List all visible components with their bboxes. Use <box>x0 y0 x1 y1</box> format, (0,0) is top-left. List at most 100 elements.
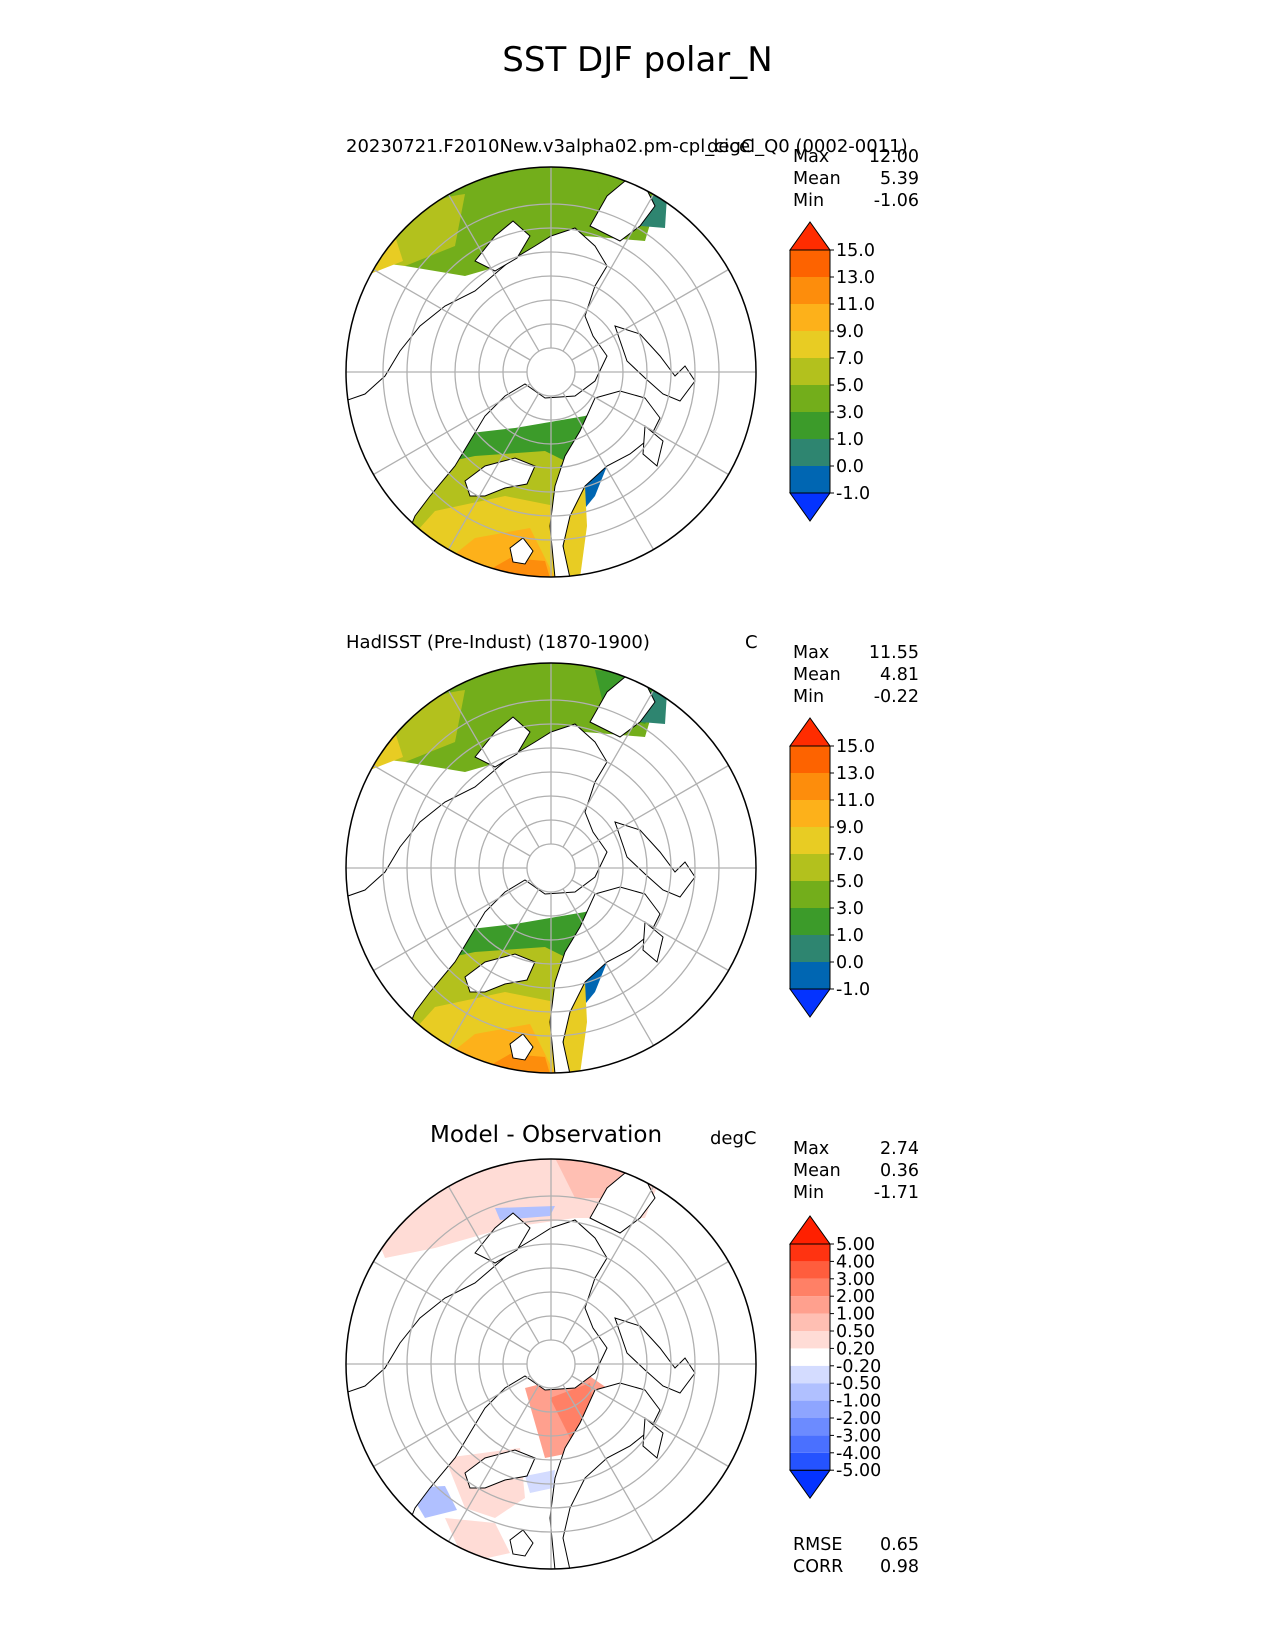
max-label: Max <box>793 643 830 663</box>
min-label: Min <box>793 191 825 211</box>
colorbar-tick-label: -1.00 <box>836 1392 881 1412</box>
colorbar-tick-label: 11.0 <box>836 791 875 811</box>
meridian-line <box>562 690 655 848</box>
colorbar-tick-label: -0.50 <box>836 1374 881 1394</box>
land-outline-3 <box>642 1416 664 1459</box>
min-value: -0.22 <box>873 687 919 707</box>
colorbar-segment-1 <box>790 439 830 466</box>
meridian-line <box>447 690 540 848</box>
colorbar-segment-7 <box>790 1331 830 1349</box>
panel-2-stats: Max 11.55 Mean 4.81 Min -0.22 <box>793 642 919 708</box>
panel-3-title: Model - Observation <box>430 1122 663 1148</box>
land-outline-1 <box>549 390 661 577</box>
colorbar-tick-label: 11.0 <box>836 295 875 315</box>
mean-label: Mean <box>793 665 841 685</box>
meridian-line <box>447 1186 540 1344</box>
panel-2-polar-map <box>345 662 757 1074</box>
min-value: -1.06 <box>873 191 919 211</box>
colorbar-segment-3 <box>790 881 830 908</box>
meridian-line <box>447 1384 540 1542</box>
colorbar-segment-2 <box>790 908 830 935</box>
panel-3-stats: Max 2.74 Mean 0.36 Min -1.71 <box>793 1138 919 1204</box>
meridian-line <box>373 268 531 361</box>
land-outline-7 <box>509 1529 534 1557</box>
meridian-line <box>562 194 655 352</box>
mean-label: Mean <box>793 169 841 189</box>
land-outline-0 <box>346 227 608 577</box>
panel-2-mean-row: Mean 4.81 <box>793 664 919 686</box>
land-outline-4 <box>464 953 536 993</box>
colorbar-segment-6 <box>790 800 830 827</box>
panel-1-stats: Max 12.00 Mean 5.39 Min -1.06 <box>793 146 919 212</box>
colorbar-frame <box>789 745 831 990</box>
colorbar-segment-7 <box>790 773 830 800</box>
colorbar-segment-2 <box>790 1418 830 1436</box>
max-value: 2.74 <box>880 1139 919 1159</box>
colorbar-tick-label: 9.0 <box>836 818 864 838</box>
min-value: -1.71 <box>873 1183 919 1203</box>
colorbar-tick-label: 4.00 <box>836 1252 875 1272</box>
meridian-line <box>571 383 729 476</box>
panel-1-polar-map <box>345 166 757 578</box>
panel-1-max-row: Max 12.00 <box>793 146 919 168</box>
colorbar-tick-label: 3.00 <box>836 1270 875 1290</box>
panel-1-mean-row: Mean 5.39 <box>793 168 919 190</box>
colorbar-tick-label: -3.00 <box>836 1426 881 1446</box>
min-label: Min <box>793 687 825 707</box>
land-outline-6 <box>474 1212 531 1264</box>
colorbar-tick-label: 15.0 <box>836 241 875 261</box>
land-outline-6 <box>474 220 531 272</box>
colorbar-extend-max <box>789 1215 831 1245</box>
map-boundary <box>345 1158 757 1570</box>
land-outline-4 <box>464 1449 536 1489</box>
corr-row: CORR 0.98 <box>793 1556 919 1578</box>
panel-3-mean-row: Mean 0.36 <box>793 1160 919 1182</box>
min-label: Min <box>793 1183 825 1203</box>
figure-title: SST DJF polar_N <box>502 40 773 80</box>
max-label: Max <box>793 147 830 167</box>
map-boundary <box>345 662 757 1074</box>
colorbar-segment-5 <box>790 1365 830 1384</box>
colorbar-segment-6 <box>790 304 830 331</box>
meridian-line <box>447 888 540 1046</box>
panel-2-min-row: Min -0.22 <box>793 686 919 708</box>
map-boundary <box>345 166 757 578</box>
colorbar-tick-label: 5.0 <box>836 872 864 892</box>
colorbar-segment-8 <box>790 250 830 277</box>
meridian-line <box>373 383 531 476</box>
meridian-line <box>571 1260 729 1353</box>
meridian-line <box>571 764 729 857</box>
colorbar-tick-label: 9.0 <box>836 322 864 342</box>
mean-value: 5.39 <box>880 169 919 189</box>
meridian-line <box>373 1260 531 1353</box>
colorbar-segment-0 <box>790 962 830 989</box>
colorbar-extend-min <box>789 988 831 1018</box>
land-outline-1 <box>549 886 661 1073</box>
meridian-line <box>447 392 540 550</box>
colorbar-segment-9 <box>790 1296 830 1314</box>
land-outline-5 <box>589 180 656 242</box>
panel-3-units: degC <box>710 1128 757 1149</box>
panel-3-polar-map <box>345 1158 757 1570</box>
panel-3-min-row: Min -1.71 <box>793 1182 919 1204</box>
land-outline-7 <box>509 537 534 565</box>
panel-2-colorbar: -1.0 0.0 1.0 3.0 5.0 7.0 9.0 11.0 13.0 15.0 <box>789 717 875 1018</box>
meridian-line <box>562 392 655 550</box>
colorbar-tick-label: 13.0 <box>836 268 875 288</box>
meridian-line <box>373 764 531 857</box>
colorbar-tick-label: 3.0 <box>836 899 864 919</box>
graticule <box>346 1159 756 1569</box>
colorbar-tick-label: 5.00 <box>836 1235 875 1255</box>
colorbar-tick-label: -5.00 <box>836 1461 881 1481</box>
colorbar-segment-3 <box>790 385 830 412</box>
colorbar-tick-label: 0.50 <box>836 1322 875 1342</box>
colorbar-segment-0 <box>790 1452 830 1471</box>
land-outline-5 <box>589 676 656 738</box>
meridian-line <box>562 1384 655 1542</box>
colorbar-segment-11 <box>790 1261 830 1279</box>
panel-1-colorbar: -1.0 0.0 1.0 3.0 5.0 7.0 9.0 11.0 13.0 15.0 <box>789 221 875 522</box>
meridian-line <box>562 1186 655 1344</box>
land-outline-4 <box>464 457 536 497</box>
max-label: Max <box>793 1139 830 1159</box>
colorbar-tick-label: 5.0 <box>836 376 864 396</box>
